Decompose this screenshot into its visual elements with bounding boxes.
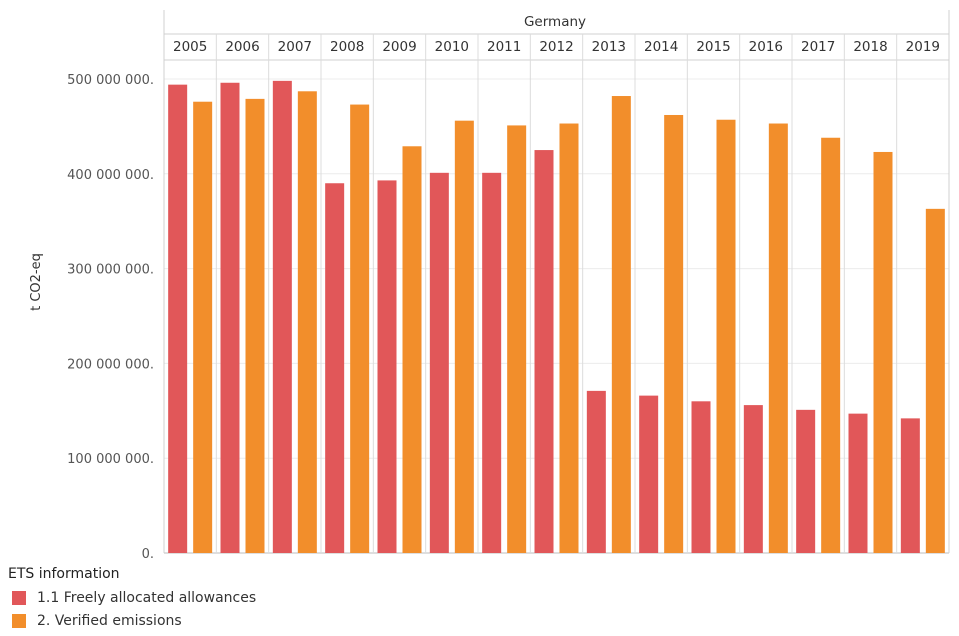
bar-freely-allocated-2006[interactable] (220, 82, 240, 553)
y-tick-label: 300 000 000. (67, 263, 154, 278)
year-label: 2018 (853, 39, 887, 55)
year-label: 2007 (278, 39, 312, 55)
bar-freely-allocated-2009[interactable] (377, 180, 397, 553)
bar-verified-emissions-2019[interactable] (925, 208, 945, 553)
bar-freely-allocated-2010[interactable] (429, 172, 449, 553)
bar-verified-emissions-2005[interactable] (193, 101, 213, 553)
bar-verified-emissions-2018[interactable] (873, 151, 893, 554)
gridlines (164, 78, 949, 554)
bar-verified-emissions-2008[interactable] (350, 104, 370, 553)
bar-freely-allocated-2017[interactable] (796, 409, 816, 553)
legend-item-verified-emissions[interactable]: 2. Verified emissions (8, 609, 256, 632)
year-label: 2016 (749, 39, 783, 55)
bar-freely-allocated-2012[interactable] (534, 150, 554, 553)
bar-verified-emissions-2011[interactable] (507, 125, 527, 554)
bars (168, 80, 945, 554)
chart-header: Germany (524, 14, 586, 30)
bar-freely-allocated-2008[interactable] (325, 183, 345, 553)
legend: ETS information 1.1 Freely allocated all… (8, 566, 256, 632)
year-label: 2014 (644, 39, 678, 55)
bar-freely-allocated-2015[interactable] (691, 401, 711, 553)
bar-freely-allocated-2011[interactable] (482, 172, 502, 553)
y-tick-label: 200 000 000. (67, 357, 154, 372)
bar-verified-emissions-2013[interactable] (611, 96, 631, 554)
year-label: 2005 (173, 39, 207, 55)
bar-verified-emissions-2006[interactable] (245, 98, 265, 553)
bar-freely-allocated-2016[interactable] (743, 405, 763, 553)
year-label: 2017 (801, 39, 835, 55)
year-label: 2006 (225, 39, 259, 55)
year-label: 2013 (592, 39, 626, 55)
bar-freely-allocated-2013[interactable] (586, 390, 606, 553)
legend-title: ETS information (8, 566, 120, 582)
bar-verified-emissions-2015[interactable] (716, 119, 736, 553)
bar-verified-emissions-2012[interactable] (559, 123, 579, 554)
bar-verified-emissions-2007[interactable] (297, 91, 317, 554)
bar-verified-emissions-2014[interactable] (664, 114, 684, 553)
year-label: 2019 (906, 39, 940, 55)
bar-verified-emissions-2017[interactable] (821, 137, 841, 553)
bar-chart: Germany 2005 2006 2007 2008 2009 2010 2011 2012… (29, 10, 950, 562)
year-label: 2010 (435, 39, 469, 55)
bar-freely-allocated-2019[interactable] (900, 418, 920, 553)
legend-label: 2. Verified emissions (37, 612, 182, 629)
year-label: 2012 (539, 39, 573, 55)
panel-title: Germany (524, 14, 586, 30)
y-tick-label: 500 000 000. (67, 73, 154, 88)
year-separators (163, 10, 950, 553)
y-axis-title: t CO2-eq (29, 253, 44, 311)
legend-swatch (12, 590, 26, 605)
year-label: 2011 (487, 39, 521, 55)
y-tick-label: 400 000 000. (67, 168, 154, 183)
year-headers: 2005 2006 2007 2008 2009 2010 2011 2012 2013 2014… (173, 39, 940, 55)
legend-swatch (12, 613, 26, 628)
y-axis-ticks: 0. 100 000 000. 200 000 000. 300 000 000. 40… (67, 73, 154, 562)
year-label: 2015 (696, 39, 730, 55)
legend-item-freely-allocated[interactable]: 1.1 Freely allocated allowances (8, 586, 256, 609)
bar-freely-allocated-2018[interactable] (848, 413, 868, 553)
bar-freely-allocated-2014[interactable] (639, 395, 659, 553)
y-tick-label: 100 000 000. (67, 452, 154, 467)
bar-verified-emissions-2016[interactable] (768, 123, 788, 554)
year-label: 2008 (330, 39, 364, 55)
bar-freely-allocated-2005[interactable] (168, 84, 188, 554)
legend-label: 1.1 Freely allocated allowances (37, 589, 257, 606)
bar-freely-allocated-2007[interactable] (272, 80, 292, 553)
y-tick-label: 0. (142, 547, 154, 562)
year-label: 2009 (382, 39, 416, 55)
bar-verified-emissions-2009[interactable] (402, 146, 422, 553)
bar-verified-emissions-2010[interactable] (454, 120, 474, 553)
